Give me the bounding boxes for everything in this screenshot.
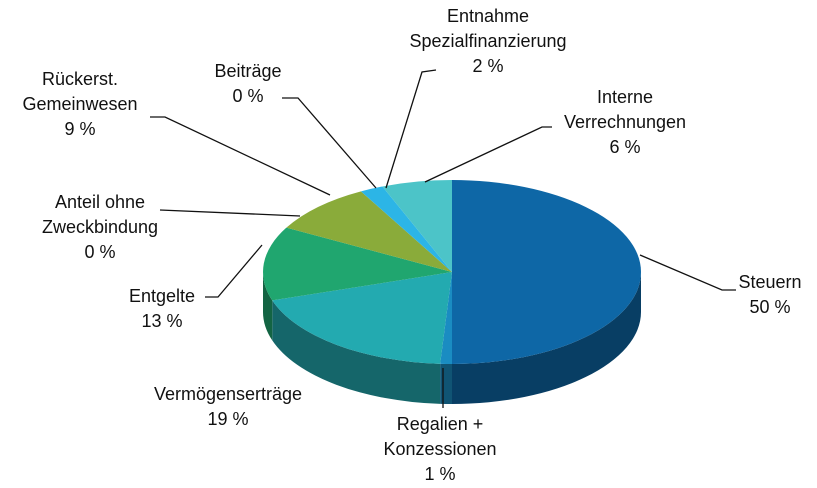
- tops: [263, 180, 641, 364]
- category-label: Steuern: [738, 272, 802, 292]
- slice-label: Entgelte 13 %: [129, 284, 195, 334]
- value-label: 50 %: [749, 297, 791, 317]
- leader-line: [159, 209, 301, 217]
- slice-side: [263, 272, 273, 341]
- leader-line: [150, 116, 331, 196]
- category-label: Entgelte: [128, 286, 196, 306]
- slice: [452, 180, 641, 364]
- value-label: 13 %: [141, 311, 183, 331]
- leader-line: [424, 126, 552, 183]
- slice-label: Vermögenserträge 19 %: [154, 382, 302, 432]
- slice: [440, 272, 452, 364]
- slice: [272, 272, 452, 364]
- slice-label: Regalien + Konzessionen 1 %: [383, 412, 496, 487]
- leader-line: [639, 254, 736, 291]
- category-label: Entnahme Spezialfinanzierung: [409, 6, 567, 51]
- value-label: 0 %: [84, 242, 116, 262]
- category-label: Interne Verrechnungen: [563, 87, 687, 132]
- value-label: 9 %: [64, 119, 96, 139]
- value-label: 2 %: [472, 56, 504, 76]
- value-label: 0 %: [232, 86, 264, 106]
- category-label: Rückerst. Gemeinwesen: [22, 69, 138, 114]
- leader-line: [205, 244, 263, 298]
- category-label: Vermögenserträge: [153, 384, 303, 404]
- slice-side: [272, 300, 441, 404]
- slice-label: Interne Verrechnungen 6 %: [564, 85, 686, 160]
- slice-label: Beiträge 0 %: [214, 59, 281, 109]
- category-label: Regalien + Konzessionen: [383, 414, 497, 459]
- slice-side: [452, 272, 641, 404]
- slice-label: Steuern 50 %: [738, 270, 801, 320]
- leader-line: [282, 97, 377, 189]
- slice: [263, 227, 452, 301]
- category-label: Anteil ohne Zweckbindung: [41, 192, 159, 237]
- slice-side: [440, 363, 452, 404]
- slice-label: Entnahme Spezialfinanzierung 2 %: [409, 4, 566, 79]
- value-label: 6 %: [609, 137, 641, 157]
- slice: [286, 191, 452, 272]
- slice: [382, 180, 452, 272]
- value-label: 19 %: [207, 409, 249, 429]
- slice-label: Anteil ohne Zweckbindung 0 %: [42, 190, 158, 265]
- slice: [360, 186, 452, 272]
- category-label: Beiträge: [214, 61, 282, 81]
- leader-line: [385, 69, 437, 189]
- slice-label: Rückerst. Gemeinwesen 9 %: [22, 67, 137, 142]
- value-label: 1 %: [424, 464, 456, 484]
